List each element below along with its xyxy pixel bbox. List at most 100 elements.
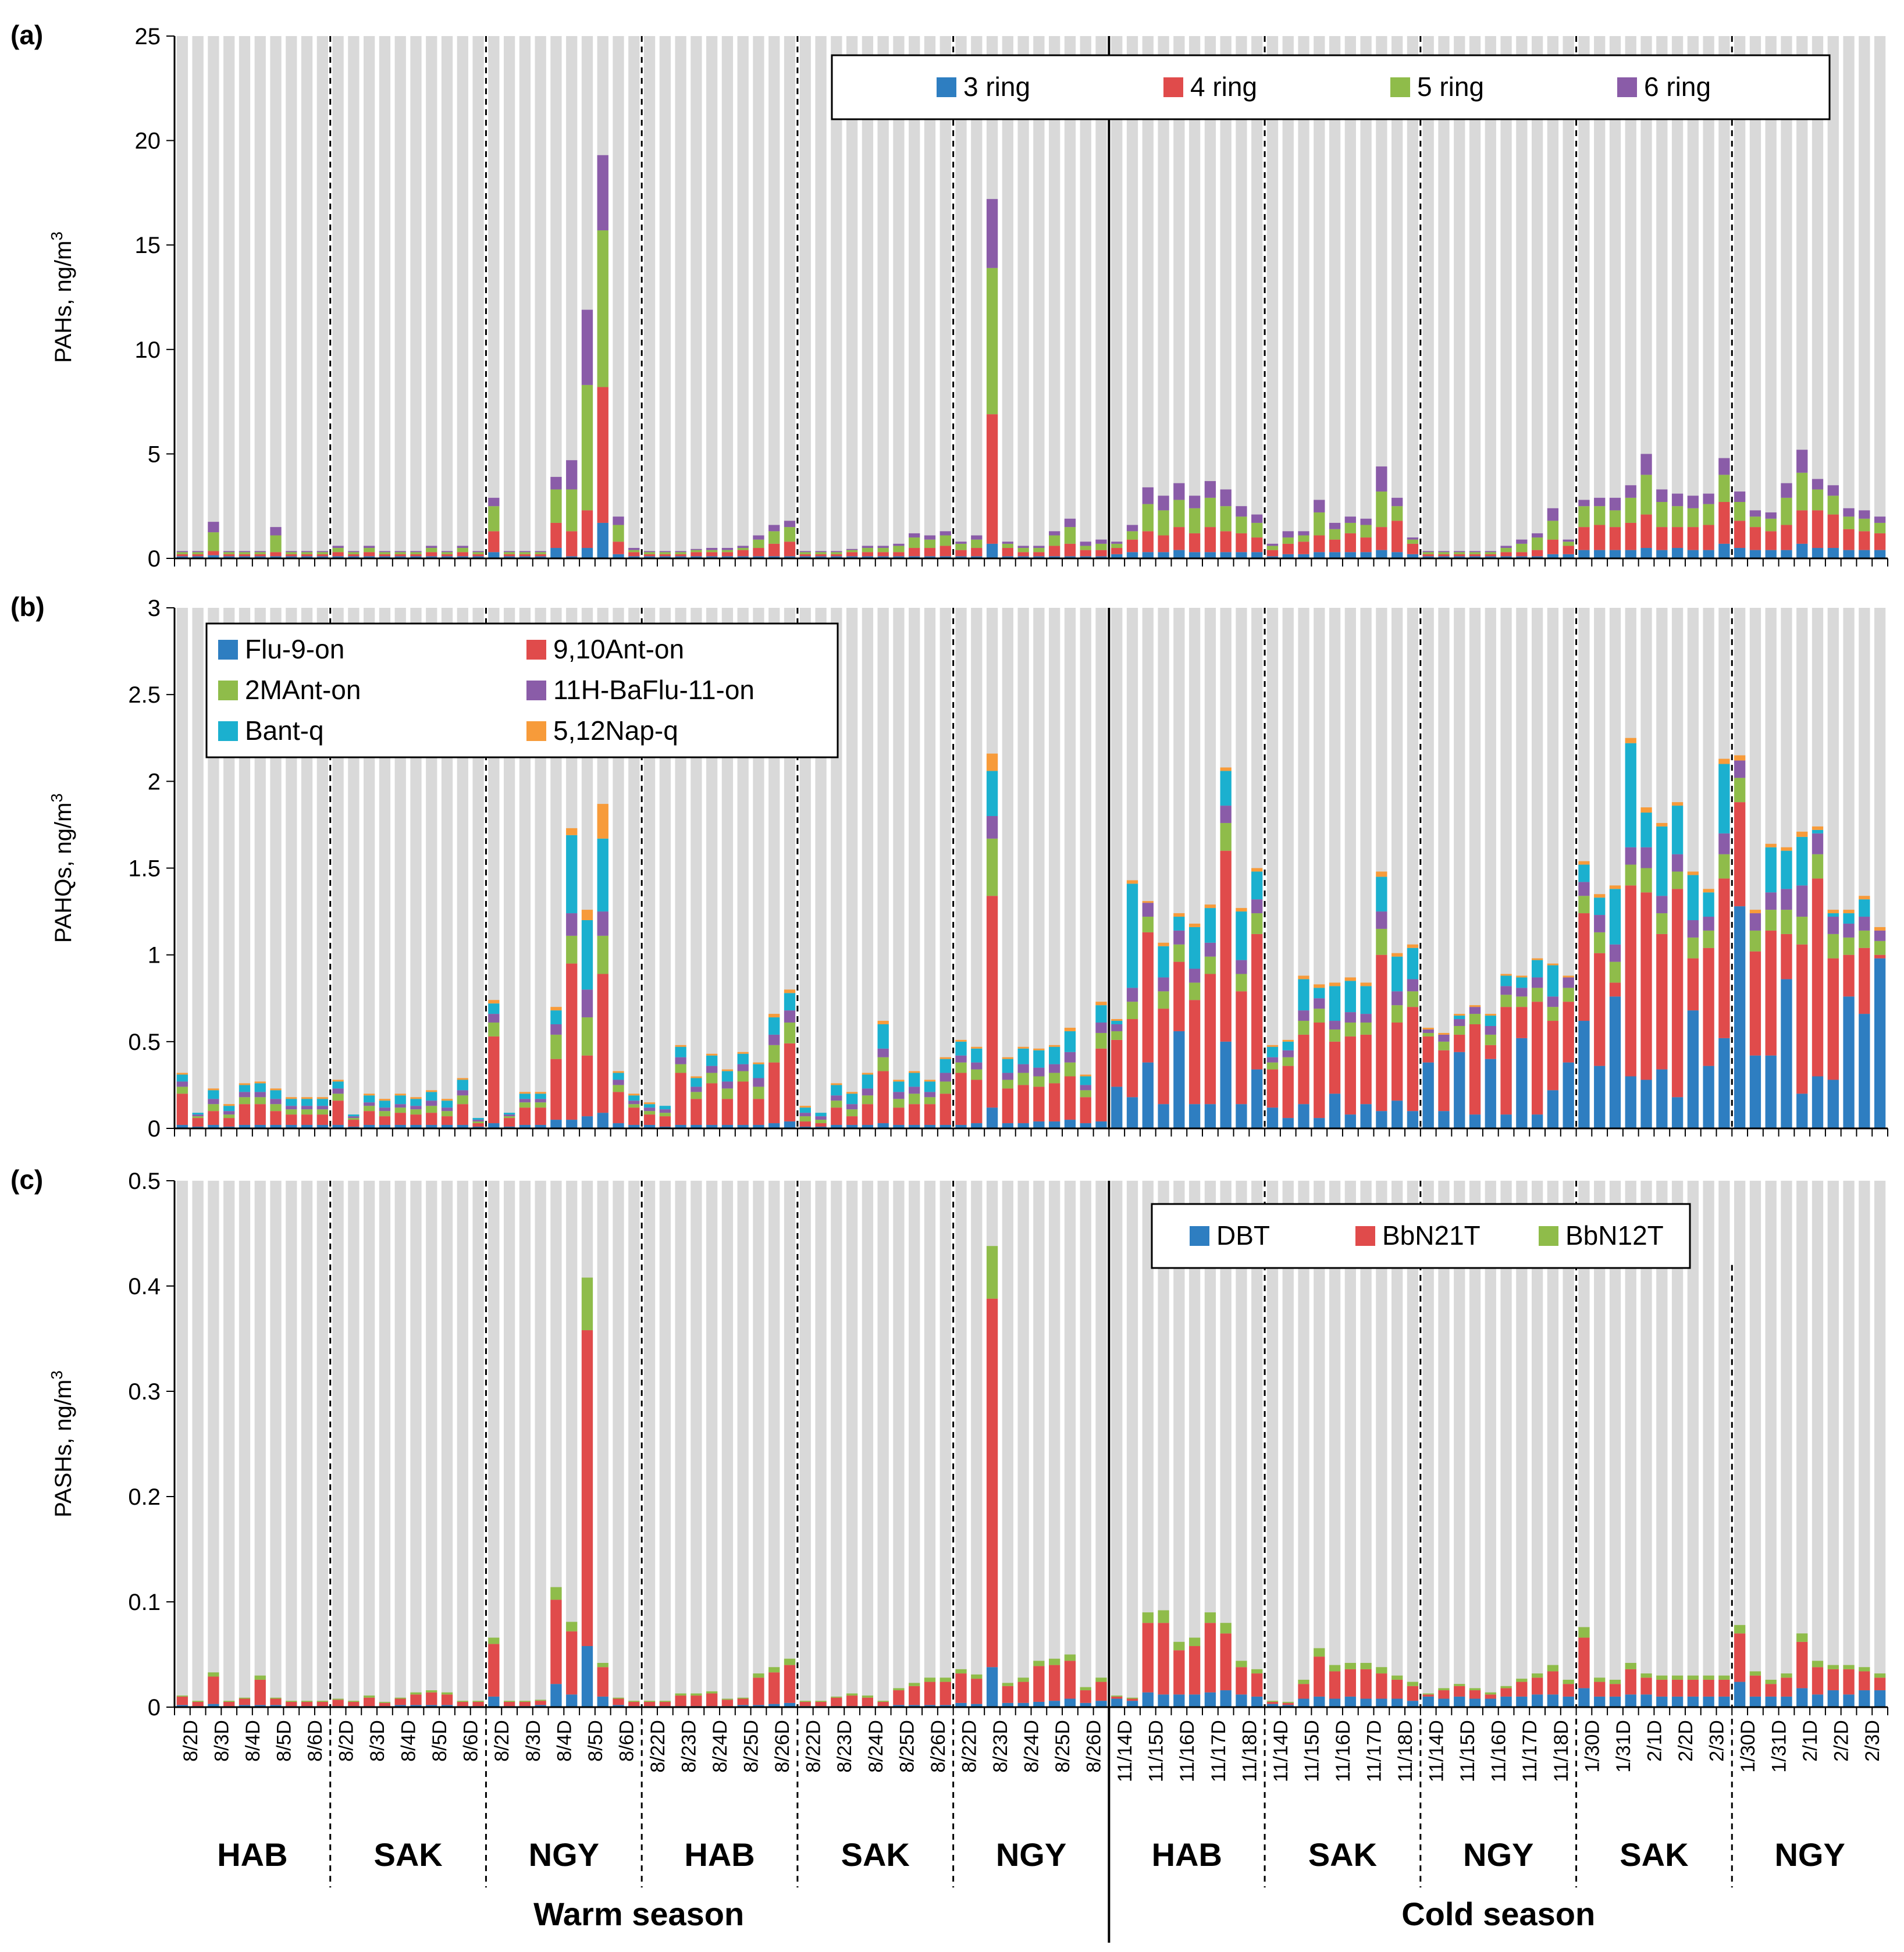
bar-segment [924,1705,936,1707]
bar-segment [1734,906,1746,1128]
bar-segment [1640,1673,1652,1678]
bar-segment [1266,1069,1279,1108]
bar-segment [581,989,593,1018]
bar-segment [706,1073,718,1084]
background-band [1236,1181,1247,1707]
bar-segment [1002,556,1013,558]
background-band [691,36,702,558]
bar-segment [1640,847,1652,868]
background-band [675,36,686,558]
background-band [1407,1181,1419,1707]
legend-swatch [218,721,238,741]
bar-segment [1765,1055,1777,1128]
bar-segment [441,1694,453,1705]
bar-segment [1095,1005,1107,1023]
x-tick-label: 8/26D [771,1720,793,1773]
bar-segment [1531,977,1543,988]
bar-segment [1391,1100,1403,1128]
bar-segment [643,1107,656,1112]
bar-segment [986,1246,998,1299]
bar-segment [597,1667,608,1697]
bar-segment [1111,1024,1123,1031]
bar-segment [1516,1696,1528,1707]
bar-segment [1594,550,1606,558]
bar-segment [831,1125,842,1128]
bar-segment [457,1701,468,1702]
bar-segment [1781,889,1792,910]
background-band [316,36,328,558]
bar-segment [457,552,468,557]
bar-segment [394,556,406,558]
bar-segment [1516,539,1528,544]
bar-segment [846,548,858,550]
bar-segment [628,1100,640,1105]
background-band [1485,36,1496,558]
background-band [379,36,391,558]
bar-segment [1298,1021,1309,1035]
bar-segment [1547,554,1559,558]
bar-segment [457,1078,468,1080]
bar-segment [1064,518,1076,528]
bar-segment [1049,1121,1060,1128]
bar-segment [597,230,608,387]
background-band [410,1181,422,1707]
bar-segment [581,384,593,511]
bar-segment [1282,1057,1294,1066]
bar-segment [1344,522,1356,533]
x-tick-label: 8/5D [429,1720,451,1762]
bar-segment [410,556,422,558]
bar-segment [1360,1023,1372,1035]
y-tick-label: 0.5 [128,1030,161,1055]
bar-segment [364,1695,375,1698]
background-band [1314,1181,1325,1707]
bar-segment [223,1701,235,1702]
bar-segment [1376,911,1387,929]
bar-segment [1391,1005,1403,1023]
bar-segment [1236,1667,1247,1695]
bar-segment [955,550,967,557]
bar-segment [410,1114,422,1125]
bar-segment [1500,552,1512,557]
bar-segment [1625,1662,1636,1669]
bar-segment [721,1088,734,1099]
bar-segment [1266,1046,1279,1057]
bar-segment [1516,977,1528,988]
bar-segment [1516,1007,1528,1038]
bar-segment [1874,930,1886,941]
bar-segment [613,1697,624,1699]
bar-segment [1080,1090,1091,1098]
bar-segment [566,828,578,835]
bar-segment [877,1057,889,1071]
bar-segment [1344,533,1356,553]
bar-segment [753,556,764,558]
background-band [721,36,734,558]
background-band [1516,36,1528,558]
bar-segment [1781,497,1792,525]
bar-segment [348,551,360,553]
bar-segment [270,1099,282,1105]
bar-segment [862,1695,874,1698]
background-band [831,36,842,558]
bar-segment [535,556,546,558]
bar-segment [239,1097,251,1105]
bar-segment [410,1125,422,1128]
bar-segment [1049,1064,1060,1073]
bar-segment [1407,537,1419,540]
bar-segment [1625,885,1636,1077]
bar-segment [1671,506,1684,528]
bar-segment [768,1062,780,1124]
bar-segment [737,1081,749,1125]
bar-segment [1017,552,1029,557]
bar-segment [566,1694,578,1707]
bar-segment [1438,1690,1450,1699]
x-tick-label: 8/4D [398,1720,420,1762]
bar-segment [550,1059,562,1120]
bar-segment [1391,953,1403,957]
bar-segment [1376,928,1387,955]
bar-segment [1236,1661,1247,1668]
bar-segment [1859,531,1870,550]
bar-segment [286,554,297,557]
bar-segment [519,554,531,557]
bar-segment [675,1073,686,1125]
bar-segment [1064,1661,1076,1699]
